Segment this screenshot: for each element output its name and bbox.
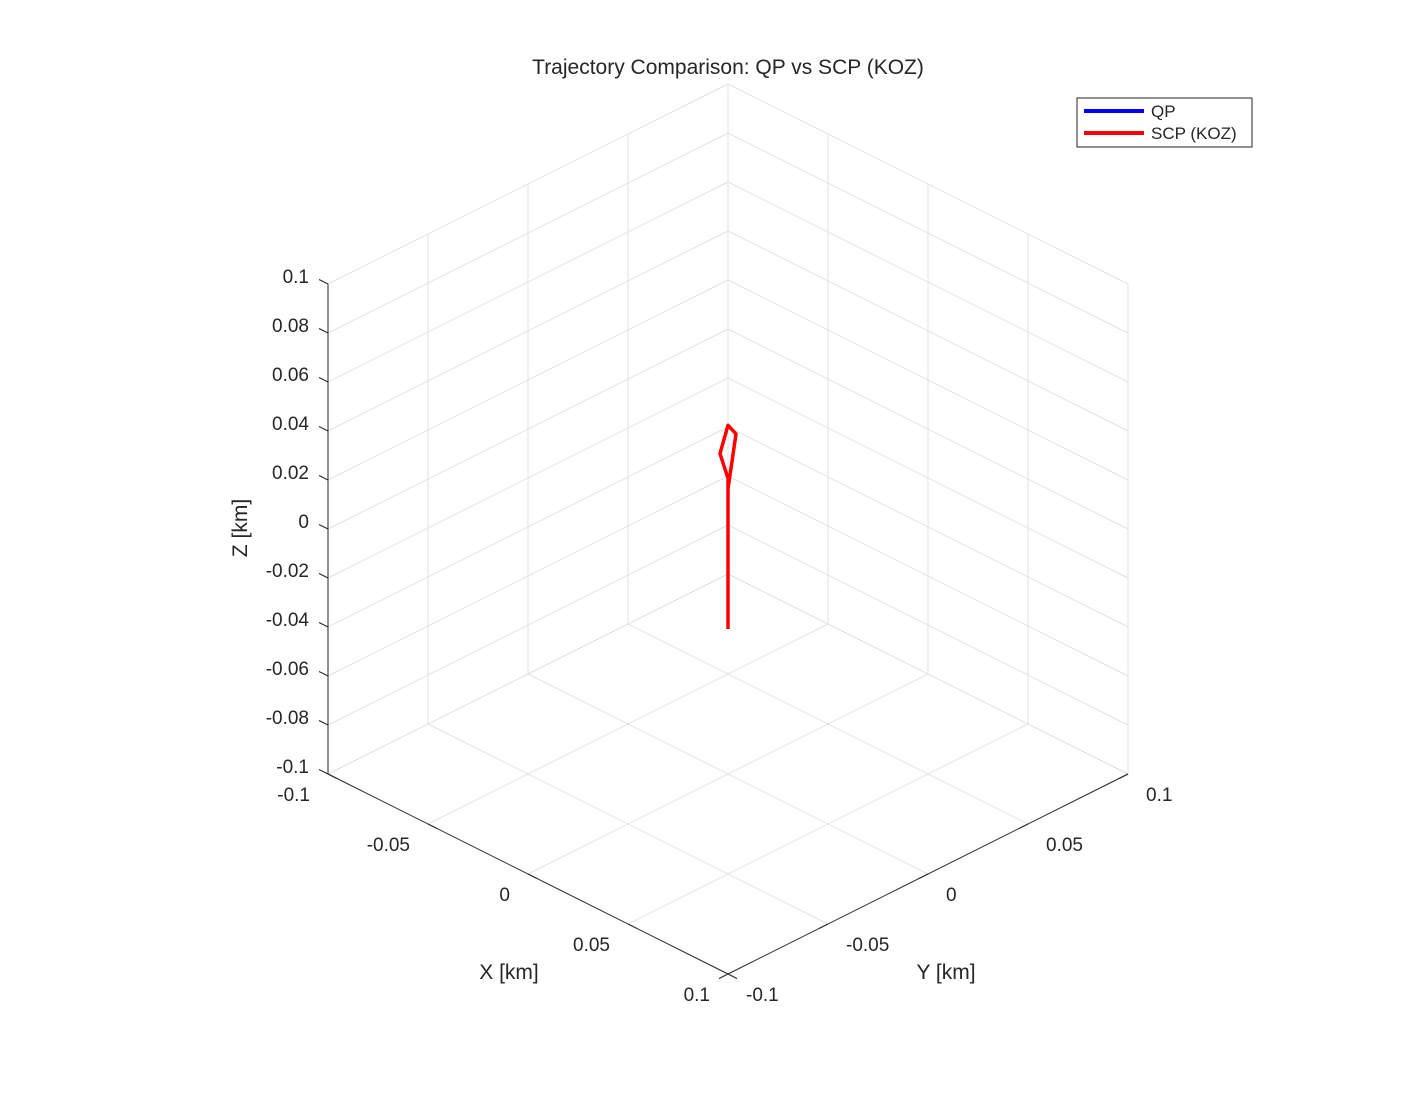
z-tick-label: 0.1	[283, 267, 309, 288]
z-tick-mark	[318, 573, 329, 579]
legend-label-qp: QP	[1151, 102, 1176, 121]
z-axis-label: Z [km]	[229, 499, 252, 557]
gridline-ywall-z	[727, 83, 1129, 285]
gridline-ywall-z	[727, 230, 1129, 432]
z-tick-mark	[318, 377, 329, 383]
gridline-ywall-z	[727, 426, 1129, 628]
gridline-floor-y	[427, 723, 829, 925]
z-tick-label: 0	[298, 512, 309, 533]
gridline-ywall-z	[727, 279, 1129, 481]
gridline-xwall-z	[327, 524, 729, 726]
gridline-xwall-z	[327, 573, 729, 775]
gridline-ywall-z	[727, 132, 1129, 334]
z-tick-mark	[318, 475, 329, 481]
y-tick-label: 0.1	[1146, 785, 1172, 806]
gridline-ywall-z	[727, 328, 1129, 530]
axis-lines	[318, 279, 1129, 979]
y-axis-label: Y [km]	[916, 961, 975, 984]
x-tick-label: 0.1	[684, 985, 710, 1006]
gridline-xwall-z	[327, 475, 729, 677]
z-tick-mark	[318, 328, 329, 334]
z-tick-label: -0.04	[266, 610, 310, 631]
y-tick-mark	[918, 873, 929, 879]
gridline-xwall-z	[327, 181, 729, 383]
x-tick-label: 0.05	[573, 935, 610, 956]
y-tick-label: 0	[946, 885, 957, 906]
x-tick-label: -0.05	[367, 835, 410, 856]
gridline-xwall-z	[327, 83, 729, 285]
tick-labels: -0.1 -0.05 0 0.05 0.1 -0.1 -0.05 0 0.05 0.1 -0.1 -0…	[266, 267, 1173, 1006]
legend[interactable]: QP SCP (KOZ)	[1076, 97, 1253, 148]
gridline-floor-y	[627, 623, 1029, 825]
z-tick-label: -0.1	[276, 757, 309, 778]
gridline-xwall-z	[327, 426, 729, 628]
gridline-xwall-z	[327, 279, 729, 481]
series-line-1	[718, 423, 738, 629]
gridline-floor-y	[527, 673, 929, 875]
gridline-ywall-z	[727, 475, 1129, 677]
gridline-xwall-z	[327, 132, 729, 334]
x-tick-mark	[427, 823, 438, 829]
gridline-xwall-z	[327, 230, 729, 432]
z-tick-mark	[318, 279, 329, 285]
gridline-ywall-z	[727, 181, 1129, 383]
gridline-ywall-z	[727, 377, 1129, 579]
x-tick-label: 0	[499, 885, 510, 906]
x-tick-mark	[527, 873, 538, 879]
z-tick-mark	[318, 769, 329, 775]
gridline-ywall-z	[727, 573, 1129, 775]
z-tick-label: -0.08	[266, 708, 309, 729]
z-tick-mark	[318, 426, 329, 432]
series-lines	[718, 423, 738, 629]
gridline-ywall-z	[727, 524, 1129, 726]
z-tick-label: 0.08	[272, 316, 309, 337]
z-tick-label: 0.02	[272, 463, 309, 484]
x-tick-mark	[627, 923, 638, 929]
z-tick-label: -0.06	[266, 659, 309, 680]
y-tick-mark	[718, 973, 729, 979]
z-tick-label: 0.06	[272, 365, 309, 386]
gridline-xwall-z	[327, 377, 729, 579]
y-tick-label: -0.05	[846, 935, 889, 956]
legend-label-scp: SCP (KOZ)	[1151, 124, 1237, 143]
z-tick-label: -0.02	[266, 561, 309, 582]
z-tick-mark	[318, 720, 329, 726]
z-tick-mark	[318, 622, 329, 628]
x-axis-label: X [km]	[479, 961, 539, 984]
chart-title: Trajectory Comparison: QP vs SCP (KOZ)	[532, 56, 924, 79]
y-tick-mark	[818, 923, 829, 929]
y-tick-mark	[1018, 823, 1029, 829]
x-tick-mark	[727, 973, 738, 979]
x-tick-mark	[327, 773, 338, 779]
z-tick-mark	[318, 524, 329, 530]
legend-box	[1076, 97, 1253, 148]
y-tick-label: -0.1	[746, 985, 779, 1006]
x-tick-label: -0.1	[277, 785, 310, 806]
z-tick-mark	[318, 671, 329, 677]
y-tick-label: 0.05	[1046, 835, 1083, 856]
gridline-xwall-z	[327, 328, 729, 530]
y-tick-mark	[1118, 773, 1129, 779]
z-tick-label: 0.04	[272, 414, 309, 435]
